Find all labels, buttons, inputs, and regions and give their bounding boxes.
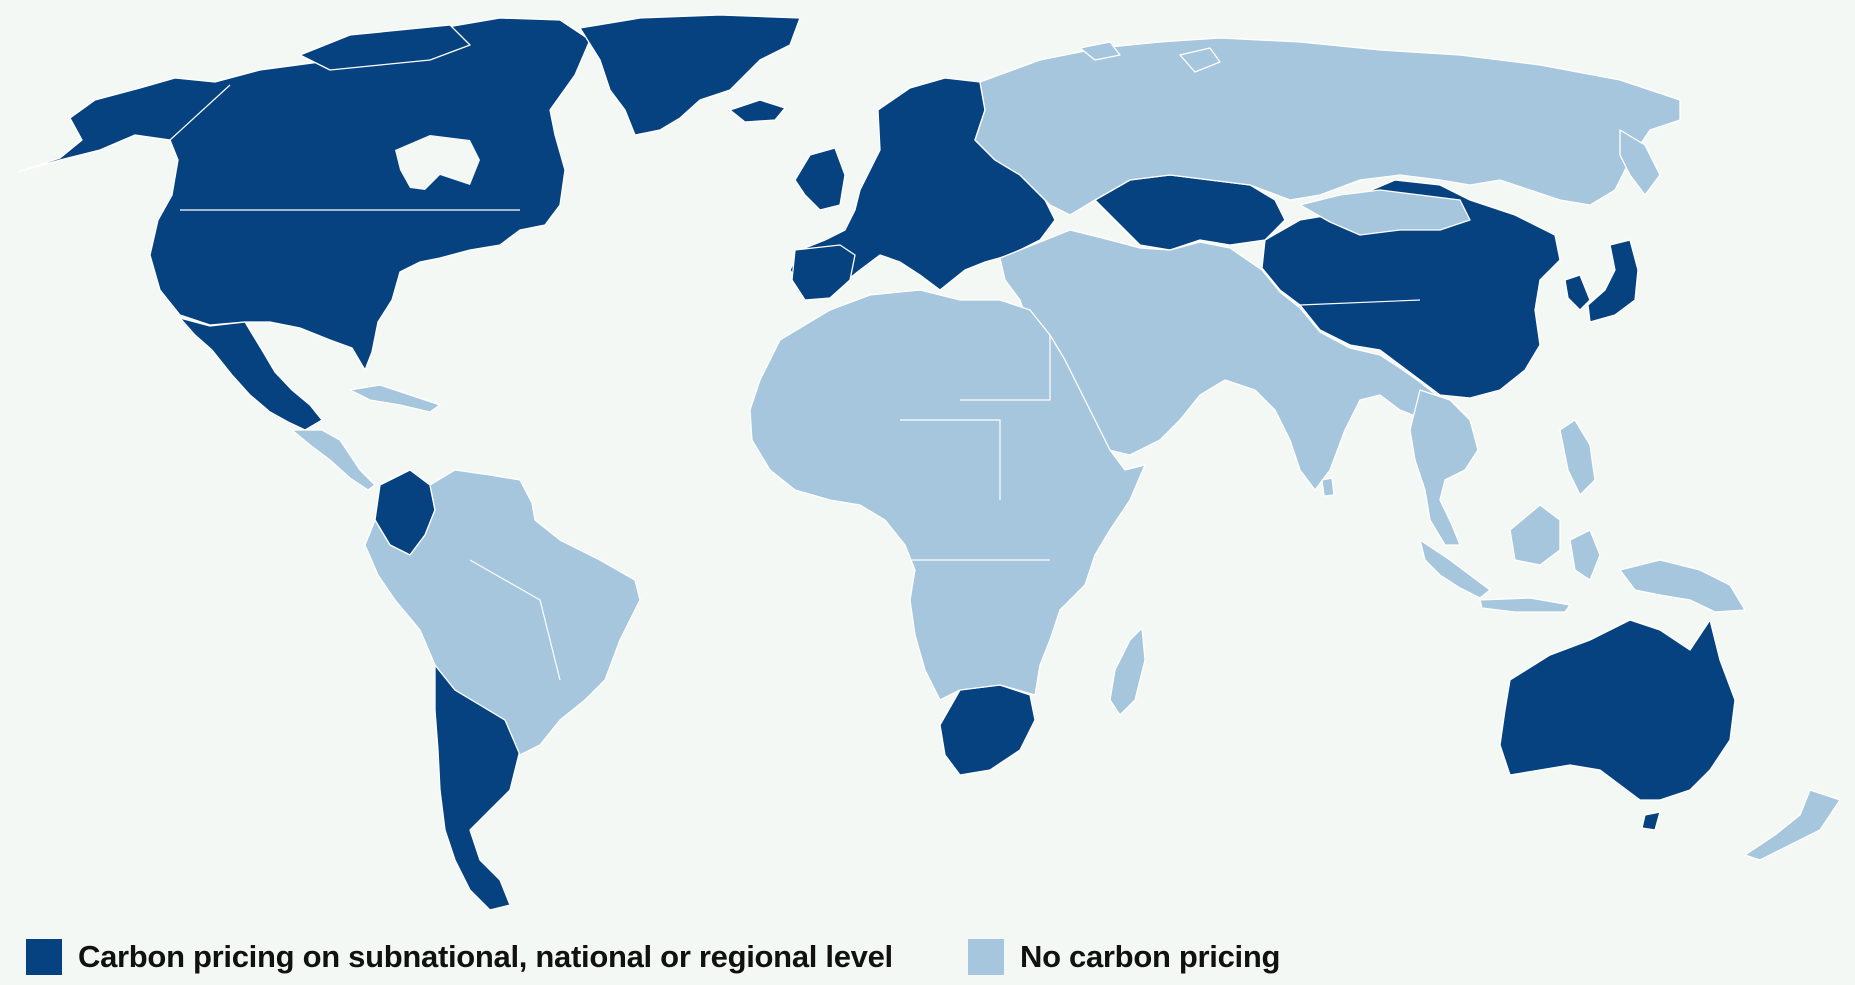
legend-label-carbon-pricing: Carbon pricing on subnational, national … <box>78 939 893 974</box>
region-new-guinea <box>1619 559 1746 613</box>
region-north-america <box>17 17 591 371</box>
hudson-bay <box>395 135 480 190</box>
region-philippines <box>1559 419 1596 496</box>
region-new-zealand <box>1744 789 1841 861</box>
legend-swatch-no-carbon-pricing <box>968 939 1004 975</box>
border-south-america <box>469 559 561 681</box>
region-mexico <box>179 317 323 431</box>
region-sulawesi <box>1569 529 1601 581</box>
internal-borders <box>169 84 1421 681</box>
legend-label-no-carbon-pricing: No carbon pricing <box>1020 939 1281 974</box>
legend-swatch-carbon-pricing <box>26 939 62 975</box>
region-central-america <box>291 429 376 491</box>
region-uk-ireland <box>794 147 846 211</box>
region-sri-lanka <box>1321 477 1335 497</box>
region-south-korea <box>1564 274 1591 311</box>
region-china <box>1261 179 1561 399</box>
region-java <box>1479 597 1571 613</box>
border-africa-1 <box>960 335 1051 401</box>
region-mongolia <box>1299 189 1471 236</box>
region-indonesia <box>1419 539 1491 599</box>
region-south-america <box>364 469 641 756</box>
region-borneo <box>1509 504 1561 566</box>
region-greenland <box>579 14 801 136</box>
border-china-south <box>1299 299 1421 306</box>
region-iceland <box>729 99 786 123</box>
region-japan <box>1587 239 1639 323</box>
world-map <box>17 14 1841 911</box>
region-madagascar <box>1109 627 1146 716</box>
map-legend: Carbon pricing on subnational, national … <box>0 925 1855 985</box>
region-australia <box>1499 619 1736 801</box>
region-kamchatka <box>1619 129 1661 196</box>
region-caribbean <box>349 384 441 413</box>
no-carbon-pricing-regions <box>291 37 1841 861</box>
region-arctic-islands <box>299 24 471 71</box>
border-alaska <box>169 84 231 141</box>
legend-item-no-carbon-pricing: No carbon pricing <box>968 939 1280 975</box>
carbon-pricing-regions <box>17 14 1736 911</box>
region-novaya-zemlya <box>1179 47 1221 73</box>
region-iberia <box>791 244 856 301</box>
region-africa <box>749 289 1146 701</box>
legend-item-carbon-pricing: Carbon pricing on subnational, national … <box>26 939 893 975</box>
region-tasmania <box>1641 811 1661 831</box>
region-southeast-asia <box>1409 389 1479 546</box>
border-africa-2 <box>900 419 1001 500</box>
region-south-africa <box>939 684 1036 776</box>
region-russia <box>974 37 1681 216</box>
region-svalbard <box>1079 41 1121 61</box>
